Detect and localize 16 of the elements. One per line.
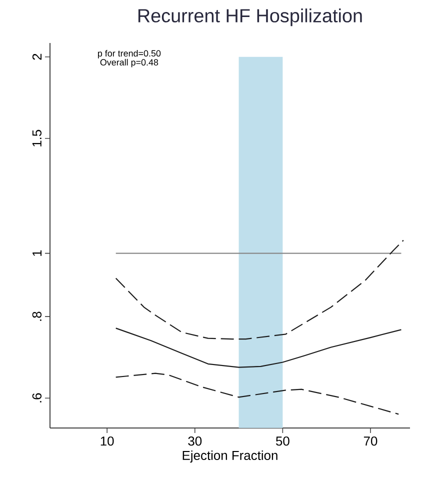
y-tick-label: .8 <box>32 312 42 321</box>
chart-title: Recurrent HF Hospilization <box>138 8 362 26</box>
x-tick-label: 10 <box>100 436 114 446</box>
x-tick-label: 70 <box>364 436 378 446</box>
y-tick-label: 1.5 <box>32 130 42 146</box>
line-series <box>115 328 402 368</box>
y-tick-label: 2 <box>32 54 42 60</box>
line-series <box>115 372 400 415</box>
line-series <box>115 240 404 340</box>
y-tick-label: .6 <box>32 393 42 402</box>
annotation: Overall p=0.48 <box>100 58 158 68</box>
x-tick-label: 50 <box>276 436 290 446</box>
x-axis-title: Ejection Fraction <box>182 450 278 463</box>
x-tick-label: 30 <box>188 436 202 446</box>
annotation: p for trend=0.50 <box>98 50 161 58</box>
y-tick-label: 1 <box>32 250 42 256</box>
